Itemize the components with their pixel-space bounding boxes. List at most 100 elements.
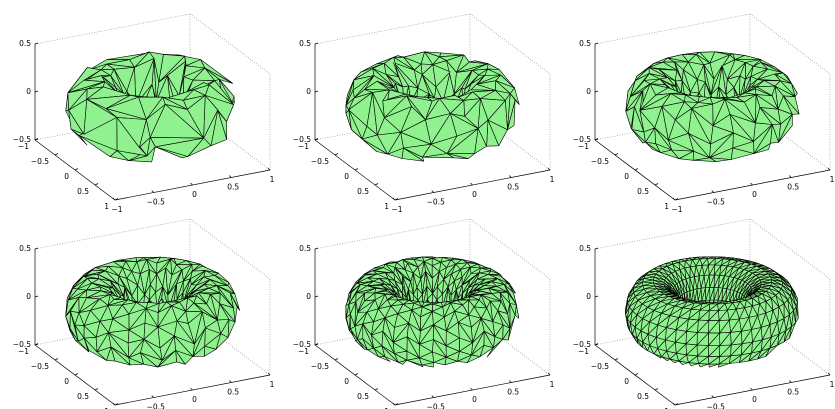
tick-mark — [315, 91, 318, 92]
y-tick-label: 0 — [472, 395, 477, 404]
box-edge — [315, 14, 470, 44]
tick-mark — [95, 389, 98, 391]
tick-mark — [35, 91, 38, 92]
x-tick-label: −1 — [18, 347, 29, 356]
y-tick-label: 0 — [752, 395, 757, 404]
tick-mark — [789, 381, 791, 383]
y-tick-label: −1 — [391, 205, 402, 214]
tick-mark — [712, 396, 714, 398]
y-tick-label: 0 — [192, 395, 197, 404]
tick-mark — [315, 43, 318, 44]
panel: 0.50−0.5−1−0.500.51−1−0.500.51 — [573, 14, 835, 214]
tick-mark — [315, 296, 318, 297]
x-tick-label: −0.5 — [311, 157, 329, 166]
box-edge — [35, 219, 190, 249]
panel: 0.50−0.5−1−0.500.51−1−0.500.51 — [13, 219, 275, 409]
tick-mark — [432, 191, 434, 193]
mesh-face — [488, 64, 500, 70]
x-tick-label: −1 — [578, 347, 589, 356]
torus-mesh — [346, 257, 519, 367]
y-tick-label: 1 — [830, 380, 835, 389]
tick-mark — [471, 183, 473, 185]
tick-mark — [335, 359, 338, 361]
y-tick-label: 1 — [550, 175, 555, 184]
tick-mark — [35, 296, 38, 297]
x-tick-label: 0 — [64, 172, 69, 181]
z-tick-label: 0 — [26, 87, 31, 96]
z-tick-label: 0.5 — [579, 244, 591, 253]
torus-mesh — [66, 257, 240, 367]
x-tick-label: 0.5 — [637, 187, 649, 196]
box-edge — [35, 14, 190, 44]
tick-mark — [712, 191, 714, 193]
z-tick-label: 0 — [586, 87, 591, 96]
z-tick-label: 0 — [306, 292, 311, 301]
x-tick-label: −0.5 — [591, 362, 609, 371]
panel: 0.50−0.5−1−0.500.51−1−0.500.51 — [573, 219, 835, 409]
tick-mark — [152, 396, 154, 398]
tick-mark — [355, 169, 358, 171]
tick-mark — [35, 43, 38, 44]
z-tick-label: 0 — [586, 292, 591, 301]
mesh-face — [709, 364, 719, 367]
tick-mark — [375, 389, 378, 391]
z-tick-label: 0 — [26, 292, 31, 301]
y-tick-label: 0.5 — [787, 388, 799, 397]
tick-mark — [355, 374, 358, 376]
torus-mesh — [66, 52, 235, 162]
tick-mark — [471, 388, 473, 390]
tick-mark — [751, 388, 753, 390]
figure: 0.50−0.5−1−0.500.51−1−0.500.510.50−0.5−1… — [0, 0, 835, 409]
tick-mark — [375, 184, 378, 186]
z-tick-label: 0.5 — [299, 244, 311, 253]
x-tick-label: −1 — [578, 142, 589, 151]
panel: 0.50−0.5−1−0.500.51−1−0.500.51 — [293, 14, 555, 214]
box-edge — [595, 219, 750, 249]
y-tick-label: −0.5 — [147, 198, 165, 207]
x-tick-label: −1 — [298, 142, 309, 151]
y-tick-label: −1 — [671, 205, 682, 214]
z-tick-label: 0.5 — [579, 39, 591, 48]
tick-mark — [35, 248, 38, 249]
tick-mark — [335, 154, 338, 156]
y-tick-label: 1 — [550, 380, 555, 389]
tick-mark — [55, 359, 58, 361]
tick-mark — [191, 388, 193, 390]
y-tick-label: −1 — [111, 205, 122, 214]
tick-mark — [655, 389, 658, 391]
z-tick-label: 0 — [306, 87, 311, 96]
z-tick-label: 0.5 — [19, 39, 31, 48]
tick-mark — [789, 176, 791, 178]
x-tick-label: 0.5 — [357, 392, 369, 401]
tick-mark — [432, 396, 434, 398]
tick-mark — [751, 183, 753, 185]
tick-mark — [75, 169, 78, 171]
torus-mesh — [346, 52, 519, 161]
y-tick-label: 0.5 — [787, 183, 799, 192]
torus-mesh — [626, 52, 799, 162]
x-tick-label: 1 — [104, 202, 109, 211]
tick-mark — [229, 176, 231, 178]
box-edge — [315, 219, 470, 249]
y-tick-label: 1 — [270, 380, 275, 389]
tick-mark — [635, 374, 638, 376]
x-tick-label: 1 — [384, 202, 389, 211]
tick-mark — [615, 154, 618, 156]
y-tick-label: −0.5 — [707, 198, 725, 207]
tick-mark — [655, 184, 658, 186]
y-tick-label: 0.5 — [227, 183, 239, 192]
x-tick-label: −0.5 — [591, 157, 609, 166]
panel: 0.50−0.5−1−0.500.51−1−0.500.51 — [293, 219, 555, 409]
tick-mark — [55, 154, 58, 156]
tick-mark — [315, 248, 318, 249]
tick-mark — [595, 248, 598, 249]
z-tick-label: 0.5 — [19, 244, 31, 253]
tick-mark — [95, 184, 98, 186]
tick-mark — [509, 176, 511, 178]
y-tick-label: 1 — [270, 175, 275, 184]
x-tick-label: 0.5 — [77, 392, 89, 401]
z-tick-label: 0.5 — [299, 39, 311, 48]
x-tick-label: 0 — [344, 172, 349, 181]
x-tick-label: 1 — [664, 202, 669, 211]
y-tick-label: −0.5 — [427, 198, 445, 207]
